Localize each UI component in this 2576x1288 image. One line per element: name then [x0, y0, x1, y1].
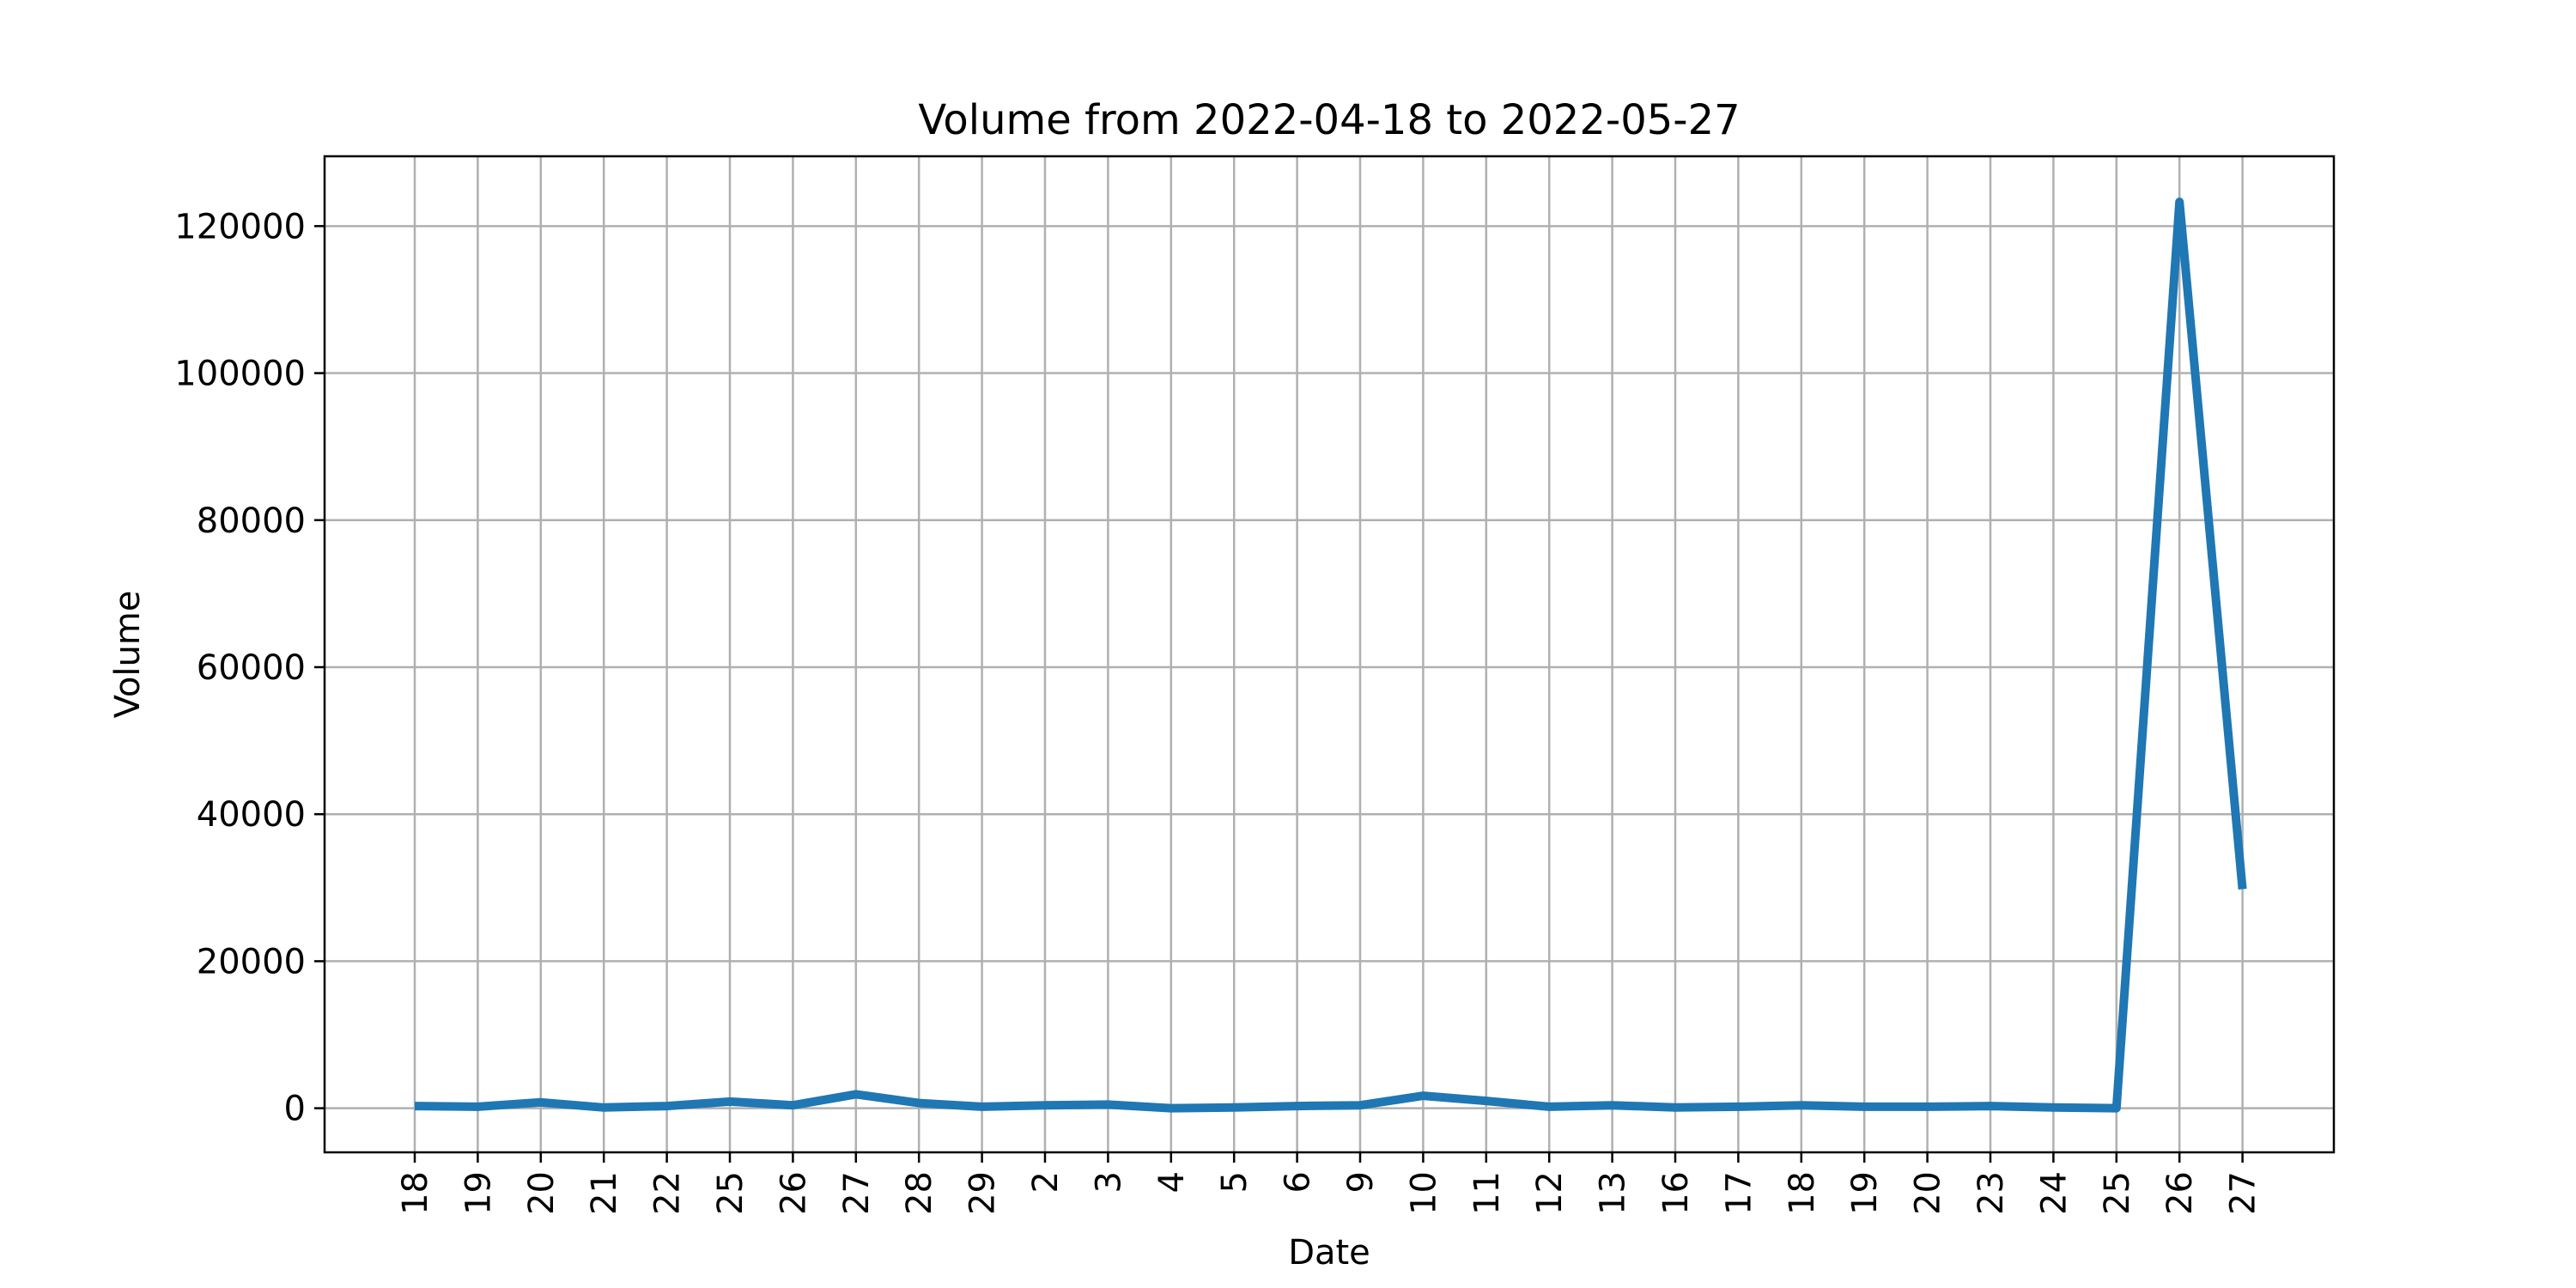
x-tick-label: 13 [1594, 1171, 1633, 1215]
x-tick-label: 18 [396, 1171, 435, 1215]
y-tick-label: 20000 [197, 942, 306, 981]
x-tick-label: 27 [837, 1171, 877, 1215]
x-tick-label: 27 [2224, 1171, 2263, 1215]
x-tick-label: 19 [1845, 1171, 1885, 1215]
x-tick-label: 29 [963, 1171, 1003, 1215]
x-tick-label: 19 [459, 1171, 498, 1215]
y-tick-label: 40000 [197, 795, 306, 835]
x-tick-label: 11 [1467, 1171, 1507, 1215]
plot-frame [323, 155, 2336, 1154]
x-tick-label: 18 [1783, 1171, 1822, 1215]
x-tick-label: 25 [2098, 1171, 2137, 1215]
series-layer [414, 197, 2247, 1113]
x-tick-label: 20 [1909, 1171, 1948, 1215]
x-tick-label: 4 [1152, 1171, 1192, 1193]
y-axis: 0 20000 40000 60000 80000 100000 120000 [174, 207, 325, 1129]
y-tick-label: 60000 [197, 648, 306, 688]
x-tick-label: 22 [648, 1171, 688, 1215]
x-tick-label: 17 [1719, 1171, 1759, 1215]
x-tick-label: 21 [585, 1171, 624, 1215]
x-axis: 18 19 20 21 22 25 26 27 28 29 2 3 4 5 6 9 10 11 12 13 16 17 18… [396, 1152, 2263, 1215]
x-tick-label: 5 [1215, 1171, 1255, 1193]
x-tick-label: 10 [1404, 1171, 1443, 1215]
series-line [414, 197, 2247, 1113]
grid [325, 156, 2334, 1152]
y-tick-label: 80000 [197, 501, 306, 541]
y-tick-label: 120000 [174, 207, 306, 246]
x-tick-label: 12 [1530, 1171, 1570, 1215]
x-tick-label: 28 [900, 1171, 939, 1215]
x-tick-label: 26 [2160, 1171, 2200, 1215]
y-tick-label: 100000 [174, 355, 306, 394]
x-tick-label: 9 [1341, 1171, 1381, 1193]
x-tick-label: 24 [2034, 1171, 2074, 1215]
x-tick-label: 6 [1279, 1171, 1318, 1193]
y-axis-title: Volume [108, 591, 148, 719]
x-tick-label: 16 [1656, 1171, 1696, 1215]
x-axis-title: Date [1288, 1233, 1370, 1273]
x-tick-label: 3 [1089, 1171, 1128, 1193]
chart-title: Volume from 2022-04-18 to 2022-05-27 [918, 96, 1740, 144]
y-tick-label: 0 [284, 1090, 306, 1129]
x-tick-label: 25 [711, 1171, 750, 1215]
x-tick-label: 20 [522, 1171, 562, 1215]
x-tick-label: 2 [1026, 1171, 1066, 1193]
x-tick-label: 23 [1971, 1171, 2011, 1215]
x-tick-label: 26 [774, 1171, 813, 1215]
